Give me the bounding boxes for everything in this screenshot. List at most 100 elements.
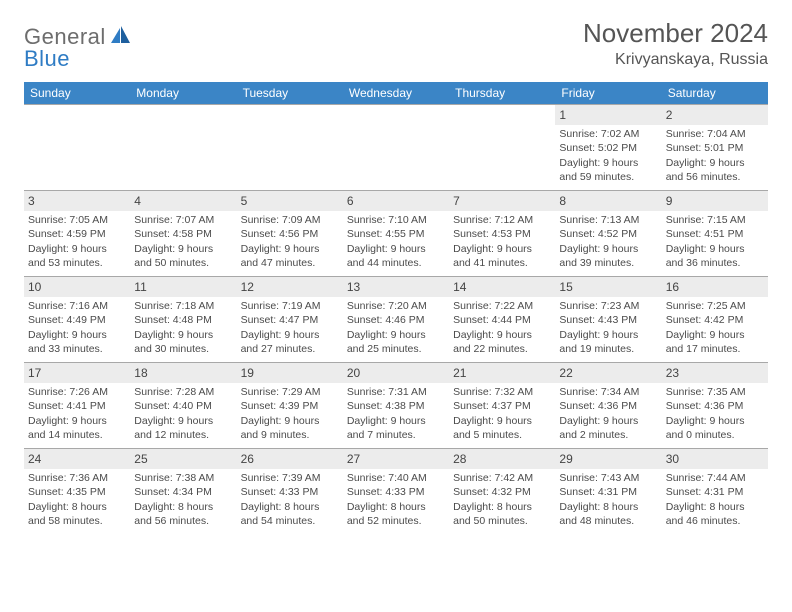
- page-header: General Blue November 2024 Krivyanskaya,…: [24, 18, 768, 72]
- sunrise-text: Sunrise: 7:15 AM: [666, 213, 764, 227]
- day-number: 22: [555, 363, 661, 383]
- daylight-text: Daylight: 9 hours and 56 minutes.: [666, 156, 764, 184]
- calendar-day-cell: 19Sunrise: 7:29 AMSunset: 4:39 PMDayligh…: [237, 363, 343, 449]
- calendar-day-cell: 15 Sunrise: 7:23 AMSunset: 4:43 PMDayligh…: [555, 277, 661, 363]
- calendar-page: General Blue November 2024 Krivyanskaya,…: [0, 0, 792, 553]
- sunset-text: Sunset: 4:55 PM: [347, 227, 445, 241]
- sunrise-text: Sunrise: 7:10 AM: [347, 213, 445, 227]
- calendar-day-cell: 16 Sunrise: 7:25 AMSunset: 4:42 PMDayligh…: [662, 277, 768, 363]
- daylight-text: Daylight: 9 hours and 19 minutes.: [559, 328, 657, 356]
- sunrise-text: Sunrise: 7:25 AM: [666, 299, 764, 313]
- sunrise-text: Sunrise: 7:40 AM: [347, 471, 445, 485]
- day-number: 19: [237, 363, 343, 383]
- day-number: 26: [237, 449, 343, 469]
- location-label: Krivyanskaya, Russia: [583, 51, 768, 69]
- daylight-text: Daylight: 8 hours and 54 minutes.: [241, 500, 339, 528]
- daylight-text: Daylight: 9 hours and 2 minutes.: [559, 414, 657, 442]
- sunset-text: Sunset: 5:01 PM: [666, 141, 764, 155]
- title-block: November 2024 Krivyanskaya, Russia: [583, 18, 768, 69]
- day-number: 30: [662, 449, 768, 469]
- sunset-text: Sunset: 4:42 PM: [666, 313, 764, 327]
- sunset-text: Sunset: 4:43 PM: [559, 313, 657, 327]
- calendar-day-cell: 1Sunrise: 7:02 AMSunset: 5:02 PMDaylight…: [555, 105, 661, 191]
- sunset-text: Sunset: 4:39 PM: [241, 399, 339, 413]
- calendar-week-row: 3 Sunrise: 7:05 AMSunset: 4:59 PM Daylight…: [24, 191, 768, 277]
- sunset-text: Sunset: 4:32 PM: [453, 485, 551, 499]
- daylight-text: Daylight: 9 hours and 59 minutes.: [559, 156, 657, 184]
- day-number: 8: [555, 191, 661, 211]
- calendar-day-cell: 25Sunrise: 7:38 AMSunset: 4:34 PMDayligh…: [130, 449, 236, 535]
- calendar-day-cell: 27 Sunrise: 7:40 AMSunset: 4:33 PMDayligh…: [343, 449, 449, 535]
- day-number: 5: [237, 191, 343, 211]
- day-number: 16: [662, 277, 768, 297]
- sunset-text: Sunset: 4:40 PM: [134, 399, 232, 413]
- weekday-header: Monday: [130, 82, 236, 105]
- sunset-text: Sunset: 4:58 PM: [134, 227, 232, 241]
- sunset-text: Sunset: 4:56 PM: [241, 227, 339, 241]
- day-number: 6: [343, 191, 449, 211]
- logo-text-block: General Blue: [24, 24, 131, 72]
- daylight-text: Daylight: 9 hours and 22 minutes.: [453, 328, 551, 356]
- calendar-day-cell: 9Sunrise: 7:15 AMSunset: 4:51 PMDaylight…: [662, 191, 768, 277]
- calendar-day-cell: 24Sunrise: 7:36 AMSunset: 4:35 PMDayligh…: [24, 449, 130, 535]
- sunrise-text: Sunrise: 7:07 AM: [134, 213, 232, 227]
- daylight-text: Daylight: 9 hours and 5 minutes.: [453, 414, 551, 442]
- sunset-text: Sunset: 4:38 PM: [347, 399, 445, 413]
- daylight-text: Daylight: 8 hours and 58 minutes.: [28, 500, 126, 528]
- day-number: 10: [24, 277, 130, 297]
- day-number: 17: [24, 363, 130, 383]
- daylight-text: Daylight: 9 hours and 17 minutes.: [666, 328, 764, 356]
- month-title: November 2024: [583, 18, 768, 49]
- calendar-week-row: 24Sunrise: 7:36 AMSunset: 4:35 PMDayligh…: [24, 449, 768, 535]
- daylight-text: Daylight: 9 hours and 12 minutes.: [134, 414, 232, 442]
- sunset-text: Sunset: 4:59 PM: [28, 227, 126, 241]
- daylight-text: Daylight: 9 hours and 50 minutes.: [134, 242, 232, 270]
- calendar-day-cell: 20Sunrise: 7:31 AMSunset: 4:38 PMDayligh…: [343, 363, 449, 449]
- sunset-text: Sunset: 4:36 PM: [559, 399, 657, 413]
- weekday-header: Saturday: [662, 82, 768, 105]
- day-number: 14: [449, 277, 555, 297]
- day-number: 27: [343, 449, 449, 469]
- sunset-text: Sunset: 5:02 PM: [559, 141, 657, 155]
- daylight-text: Daylight: 8 hours and 52 minutes.: [347, 500, 445, 528]
- day-number: 23: [662, 363, 768, 383]
- day-number: 1: [555, 105, 661, 125]
- calendar-day-cell: 28Sunrise: 7:42 AMSunset: 4:32 PMDayligh…: [449, 449, 555, 535]
- sunrise-text: Sunrise: 7:23 AM: [559, 299, 657, 313]
- daylight-text: Daylight: 8 hours and 48 minutes.: [559, 500, 657, 528]
- calendar-day-cell: [24, 105, 130, 191]
- calendar-day-cell: 6Sunrise: 7:10 AMSunset: 4:55 PMDaylight…: [343, 191, 449, 277]
- sunset-text: Sunset: 4:31 PM: [666, 485, 764, 499]
- sunset-text: Sunset: 4:48 PM: [134, 313, 232, 327]
- calendar-day-cell: 29Sunrise: 7:43 AMSunset: 4:31 PMDayligh…: [555, 449, 661, 535]
- day-number: 12: [237, 277, 343, 297]
- sunrise-text: Sunrise: 7:42 AM: [453, 471, 551, 485]
- sunrise-text: Sunrise: 7:29 AM: [241, 385, 339, 399]
- day-number: 15: [555, 277, 661, 297]
- sunset-text: Sunset: 4:49 PM: [28, 313, 126, 327]
- calendar-day-cell: 14Sunrise: 7:22 AMSunset: 4:44 PMDayligh…: [449, 277, 555, 363]
- daylight-text: Daylight: 9 hours and 41 minutes.: [453, 242, 551, 270]
- sunrise-text: Sunrise: 7:36 AM: [28, 471, 126, 485]
- sunset-text: Sunset: 4:52 PM: [559, 227, 657, 241]
- day-number: 13: [343, 277, 449, 297]
- daylight-text: Daylight: 9 hours and 7 minutes.: [347, 414, 445, 442]
- day-number: 4: [130, 191, 236, 211]
- daylight-text: Daylight: 9 hours and 33 minutes.: [28, 328, 126, 356]
- day-number: 24: [24, 449, 130, 469]
- sunrise-text: Sunrise: 7:05 AM: [28, 213, 126, 227]
- day-number: 3: [24, 191, 130, 211]
- daylight-text: Daylight: 9 hours and 47 minutes.: [241, 242, 339, 270]
- calendar-day-cell: 5Sunrise: 7:09 AMSunset: 4:56 PMDaylight…: [237, 191, 343, 277]
- weekday-header: Friday: [555, 82, 661, 105]
- day-number: 11: [130, 277, 236, 297]
- weekday-header: Tuesday: [237, 82, 343, 105]
- sunrise-text: Sunrise: 7:38 AM: [134, 471, 232, 485]
- sunrise-text: Sunrise: 7:34 AM: [559, 385, 657, 399]
- day-number: 7: [449, 191, 555, 211]
- day-number: 25: [130, 449, 236, 469]
- sunrise-text: Sunrise: 7:39 AM: [241, 471, 339, 485]
- calendar-day-cell: [343, 105, 449, 191]
- calendar-day-cell: [237, 105, 343, 191]
- sunset-text: Sunset: 4:33 PM: [347, 485, 445, 499]
